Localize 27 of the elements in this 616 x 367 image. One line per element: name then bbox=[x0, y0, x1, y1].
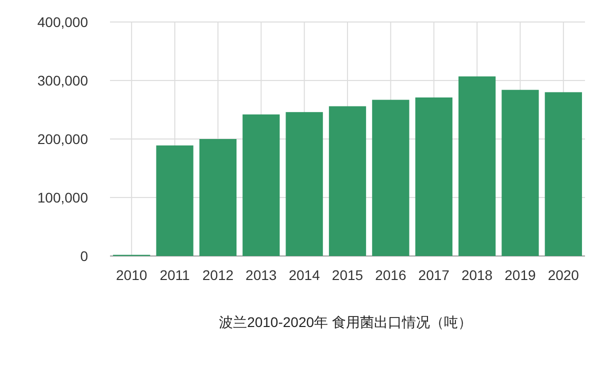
x-tick-label: 2017 bbox=[418, 267, 450, 283]
x-tick-label: 2012 bbox=[202, 267, 234, 283]
bar bbox=[286, 112, 323, 256]
x-tick-label: 2015 bbox=[332, 267, 364, 283]
x-tick-label: 2011 bbox=[160, 267, 190, 283]
x-tick-label: 2016 bbox=[375, 267, 406, 283]
y-tick-label: 200,000 bbox=[37, 131, 88, 147]
y-tick-label: 0 bbox=[80, 248, 88, 264]
x-tick-label: 2010 bbox=[116, 267, 148, 283]
bar bbox=[372, 100, 410, 256]
bar bbox=[328, 106, 366, 256]
x-tick-label: 2014 bbox=[288, 267, 320, 283]
bar bbox=[502, 90, 539, 256]
x-tick-label: 2018 bbox=[461, 267, 493, 283]
x-tick-label: 2019 bbox=[504, 267, 536, 283]
y-tick-label: 100,000 bbox=[37, 190, 88, 206]
x-axis-title: 波兰2010-2020年 食用菌出口情况（吨） bbox=[219, 314, 472, 330]
x-tick-label: 2020 bbox=[548, 267, 580, 283]
bar bbox=[199, 139, 237, 256]
bar bbox=[415, 97, 452, 256]
bar bbox=[242, 114, 280, 256]
y-tick-label: 400,000 bbox=[37, 14, 88, 30]
bar bbox=[156, 145, 194, 256]
y-tick-label: 300,000 bbox=[37, 72, 88, 88]
x-tick-label: 2013 bbox=[246, 267, 277, 283]
bar bbox=[544, 92, 582, 256]
bar bbox=[458, 76, 496, 256]
